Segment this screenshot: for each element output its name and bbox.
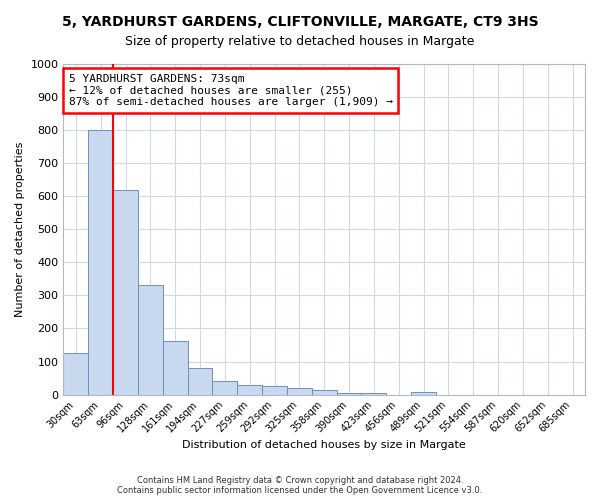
Text: Contains HM Land Registry data © Crown copyright and database right 2024.
Contai: Contains HM Land Registry data © Crown c…	[118, 476, 482, 495]
Bar	[212, 382, 237, 394]
Bar	[361, 393, 386, 394]
Bar	[237, 384, 262, 394]
Bar	[337, 393, 361, 394]
Bar	[138, 286, 163, 395]
X-axis label: Distribution of detached houses by size in Margate: Distribution of detached houses by size …	[182, 440, 466, 450]
Text: Size of property relative to detached houses in Margate: Size of property relative to detached ho…	[125, 35, 475, 48]
Text: 5 YARDHURST GARDENS: 73sqm
← 12% of detached houses are smaller (255)
87% of sem: 5 YARDHURST GARDENS: 73sqm ← 12% of deta…	[68, 74, 392, 107]
Bar	[287, 388, 312, 394]
Bar	[64, 354, 88, 395]
Bar	[312, 390, 337, 394]
Bar	[113, 190, 138, 394]
Bar	[163, 340, 188, 394]
Bar	[188, 368, 212, 394]
Text: 5, YARDHURST GARDENS, CLIFTONVILLE, MARGATE, CT9 3HS: 5, YARDHURST GARDENS, CLIFTONVILLE, MARG…	[62, 15, 538, 29]
Bar	[262, 386, 287, 394]
Bar	[411, 392, 436, 394]
Y-axis label: Number of detached properties: Number of detached properties	[15, 142, 25, 317]
Bar	[88, 130, 113, 394]
